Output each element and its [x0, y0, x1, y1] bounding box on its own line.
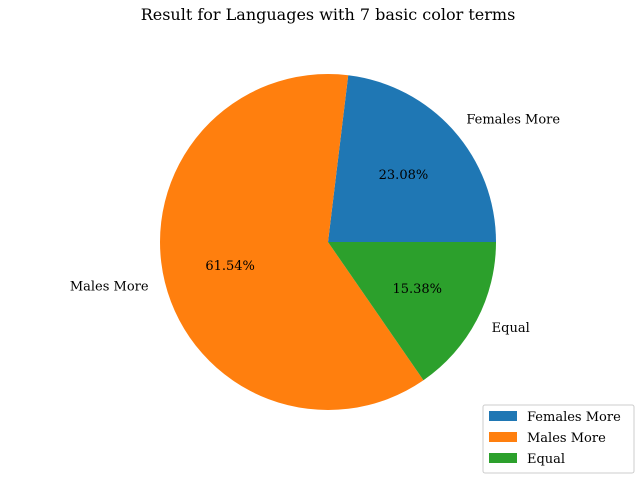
slice-percentage-females-more: 23.08%	[379, 168, 429, 183]
slice-percentage-males-more: 61.54%	[205, 259, 255, 274]
slice-percentage-equal: 15.38%	[392, 282, 442, 297]
legend-swatch-females-more	[489, 411, 517, 421]
legend-label-females-more: Females More	[527, 410, 621, 425]
legend-swatch-males-more	[489, 432, 517, 442]
pie-slice-females-more	[328, 75, 496, 242]
pie-slice-males-more	[160, 74, 424, 411]
slice-label-males-more: Males More	[70, 279, 149, 294]
chart-title: Result for Languages with 7 basic color …	[141, 5, 516, 24]
legend-frame	[482, 404, 635, 474]
legend-items: Females More Males More Equal	[489, 410, 621, 467]
legend-swatch-equal	[489, 453, 517, 463]
slice-label-equal: Equal	[492, 321, 530, 336]
pie-slices	[160, 74, 496, 411]
legend: Females More Males More Equal	[482, 404, 635, 474]
legend-entry-males-more: Males More	[489, 431, 606, 446]
legend-label-equal: Equal	[527, 452, 565, 467]
legend-entry-equal: Equal	[489, 452, 565, 467]
legend-entry-females-more: Females More	[489, 410, 621, 425]
pie-slice-equal	[328, 242, 496, 381]
pie-labels: Females More 23.08% Males More 61.54% Equal 1…	[70, 112, 561, 335]
slice-label-females-more: Females More	[466, 112, 560, 127]
legend-label-males-more: Males More	[527, 431, 606, 446]
